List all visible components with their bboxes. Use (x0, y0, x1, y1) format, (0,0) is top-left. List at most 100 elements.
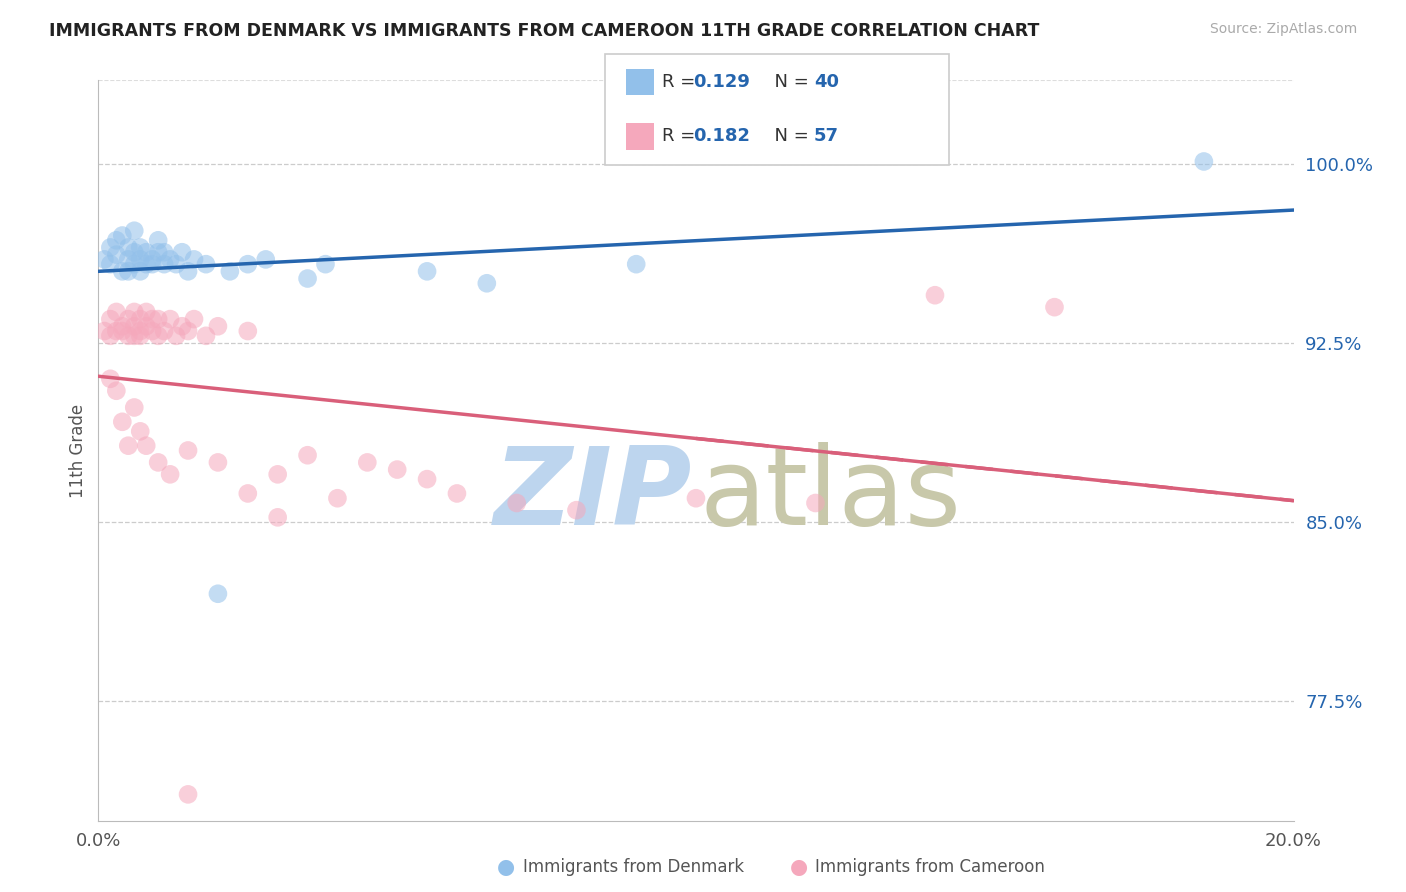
Point (124, 257, 146, 271)
Point (98, 328, 122, 343)
Point (129, 425, 152, 439)
Point (315, 257, 337, 271)
Point (236, 324, 259, 338)
Point (111, 415, 134, 429)
Point (195, 257, 218, 271)
Point (105, 247, 128, 261)
Point (98, 372, 122, 386)
Point (297, 448, 319, 462)
Point (177, 788, 200, 802)
Point (254, 252, 277, 267)
Point (924, 288, 946, 302)
Point (183, 312, 205, 326)
Point (98, 312, 122, 326)
Point (385, 462, 409, 476)
Point (165, 328, 187, 343)
Point (124, 401, 146, 415)
Point (98, 257, 122, 271)
Point (1192, 154, 1215, 169)
Point (565, 503, 588, 517)
Point (804, 496, 827, 510)
Point (141, 324, 163, 338)
Point (148, 455, 170, 469)
Point (141, 312, 163, 326)
Point (93, 324, 115, 338)
Point (124, 319, 146, 334)
Point (1043, 300, 1066, 314)
Point (159, 252, 181, 267)
Point (195, 328, 218, 343)
Text: Immigrants from Denmark: Immigrants from Denmark (523, 858, 744, 876)
Point (105, 384, 128, 398)
Point (183, 252, 205, 267)
Point (236, 486, 259, 500)
Point (129, 252, 152, 267)
Point (124, 305, 146, 319)
Point (117, 240, 139, 254)
Point (124, 224, 146, 238)
Point (111, 264, 134, 278)
Text: Immigrants from Cameroon: Immigrants from Cameroon (815, 858, 1045, 876)
Text: IMMIGRANTS FROM DENMARK VS IMMIGRANTS FROM CAMEROON 11TH GRADE CORRELATION CHART: IMMIGRANTS FROM DENMARK VS IMMIGRANTS FR… (49, 22, 1039, 40)
Point (148, 328, 170, 343)
Point (326, 491, 349, 506)
Point (135, 245, 157, 260)
Point (148, 312, 170, 326)
Point (135, 305, 157, 319)
Text: ●: ● (790, 857, 807, 877)
Y-axis label: 11th Grade: 11th Grade (69, 403, 87, 498)
Point (297, 271, 319, 285)
Point (177, 264, 200, 278)
Point (446, 486, 468, 500)
Point (267, 467, 290, 482)
Point (135, 439, 157, 453)
Point (129, 328, 152, 343)
Point (416, 264, 439, 278)
Point (626, 257, 648, 271)
Text: Source: ZipAtlas.com: Source: ZipAtlas.com (1209, 22, 1357, 37)
Text: 40: 40 (814, 73, 839, 91)
Point (148, 233, 170, 247)
Point (98, 240, 122, 254)
Point (165, 257, 187, 271)
Text: R =: R = (662, 128, 702, 145)
Point (219, 264, 242, 278)
Point (117, 312, 139, 326)
Point (172, 319, 194, 334)
Text: ZIP: ZIP (494, 442, 692, 548)
Point (117, 439, 139, 453)
Point (105, 324, 128, 338)
Text: ●: ● (498, 857, 515, 877)
Text: atlas: atlas (700, 442, 962, 548)
Text: R =: R = (662, 73, 702, 91)
Point (135, 257, 157, 271)
Point (177, 443, 200, 458)
Point (117, 328, 139, 343)
Point (153, 324, 176, 338)
Point (135, 319, 157, 334)
Point (685, 491, 707, 506)
Point (475, 277, 498, 291)
Point (111, 324, 134, 338)
Point (111, 319, 134, 334)
Point (117, 264, 139, 278)
Point (124, 328, 146, 343)
Point (129, 264, 152, 278)
Point (267, 510, 290, 524)
Point (172, 245, 194, 260)
Point (93, 252, 115, 267)
Point (141, 252, 163, 267)
Point (159, 467, 181, 482)
Point (129, 324, 152, 338)
Point (236, 257, 259, 271)
Point (416, 472, 439, 486)
Text: 0.182: 0.182 (693, 128, 751, 145)
Point (177, 324, 200, 338)
Point (129, 312, 152, 326)
Point (506, 496, 529, 510)
Point (207, 455, 229, 469)
Point (159, 312, 181, 326)
Point (105, 305, 128, 319)
Text: 0.129: 0.129 (693, 73, 749, 91)
Point (124, 245, 146, 260)
